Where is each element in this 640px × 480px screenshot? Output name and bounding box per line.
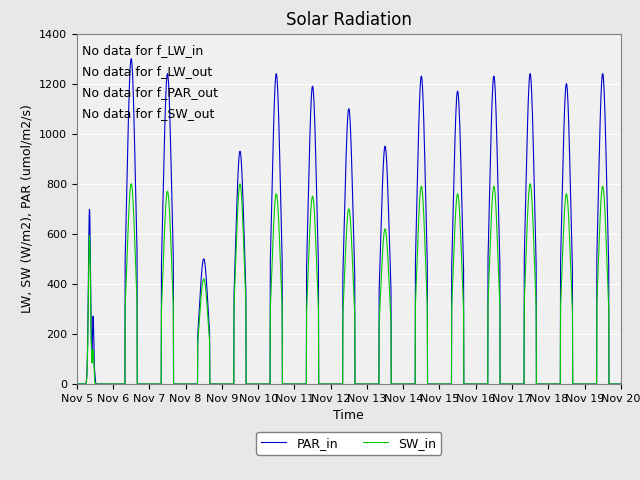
PAR_in: [584, 381, 592, 387]
PAR_in: [617, 381, 625, 387]
Text: No data for f_SW_out: No data for f_SW_out: [82, 107, 214, 120]
PAR_in: [73, 381, 81, 387]
SW_in: [127, 181, 135, 187]
PAR_in: [508, 381, 515, 387]
PAR_in: [225, 381, 233, 387]
SW_in: [73, 381, 81, 387]
Y-axis label: LW, SW (W/m2), PAR (umol/m2/s): LW, SW (W/m2), PAR (umol/m2/s): [20, 104, 33, 313]
Legend: PAR_in, SW_in: PAR_in, SW_in: [257, 432, 441, 455]
Line: PAR_in: PAR_in: [77, 59, 621, 384]
SW_in: [617, 381, 625, 387]
Text: No data for f_LW_out: No data for f_LW_out: [82, 65, 212, 78]
SW_in: [584, 381, 592, 387]
PAR_in: [570, 381, 577, 387]
SW_in: [109, 381, 117, 387]
PAR_in: [377, 238, 385, 244]
X-axis label: Time: Time: [333, 409, 364, 422]
Title: Solar Radiation: Solar Radiation: [286, 11, 412, 29]
Text: No data for f_LW_in: No data for f_LW_in: [82, 44, 204, 57]
SW_in: [377, 288, 385, 294]
PAR_in: [109, 381, 117, 387]
SW_in: [570, 381, 577, 387]
Line: SW_in: SW_in: [77, 184, 621, 384]
SW_in: [365, 381, 372, 387]
SW_in: [225, 381, 233, 387]
Text: No data for f_PAR_out: No data for f_PAR_out: [82, 86, 218, 99]
PAR_in: [365, 381, 372, 387]
PAR_in: [127, 56, 135, 61]
SW_in: [508, 381, 515, 387]
